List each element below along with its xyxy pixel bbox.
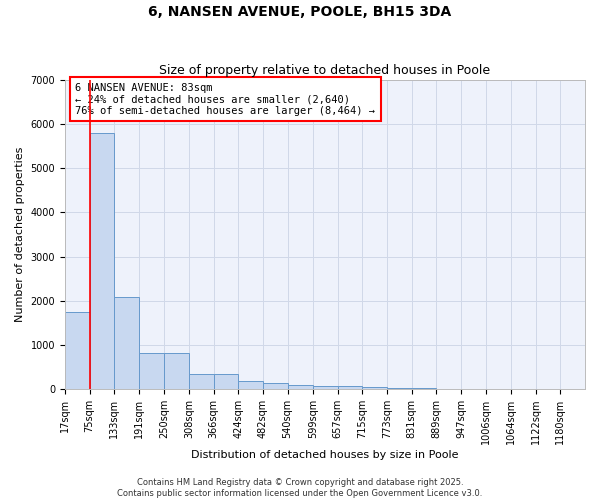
Text: 6, NANSEN AVENUE, POOLE, BH15 3DA: 6, NANSEN AVENUE, POOLE, BH15 3DA — [148, 5, 452, 19]
Bar — [362, 387, 387, 389]
Bar — [287, 385, 313, 389]
Title: Size of property relative to detached houses in Poole: Size of property relative to detached ho… — [160, 64, 491, 77]
Bar — [139, 353, 164, 389]
Bar — [412, 388, 436, 389]
Bar — [214, 374, 238, 389]
Y-axis label: Number of detached properties: Number of detached properties — [15, 146, 25, 322]
Bar — [189, 374, 214, 389]
Bar — [238, 381, 263, 389]
X-axis label: Distribution of detached houses by size in Poole: Distribution of detached houses by size … — [191, 450, 459, 460]
Text: Contains HM Land Registry data © Crown copyright and database right 2025.
Contai: Contains HM Land Registry data © Crown c… — [118, 478, 482, 498]
Bar — [387, 388, 412, 389]
Bar — [263, 382, 287, 389]
Bar — [115, 297, 139, 389]
Bar — [338, 386, 362, 389]
Bar — [65, 312, 89, 389]
Text: 6 NANSEN AVENUE: 83sqm
← 24% of detached houses are smaller (2,640)
76% of semi-: 6 NANSEN AVENUE: 83sqm ← 24% of detached… — [76, 82, 376, 116]
Bar — [89, 132, 115, 389]
Bar — [313, 386, 338, 389]
Bar — [164, 353, 189, 389]
